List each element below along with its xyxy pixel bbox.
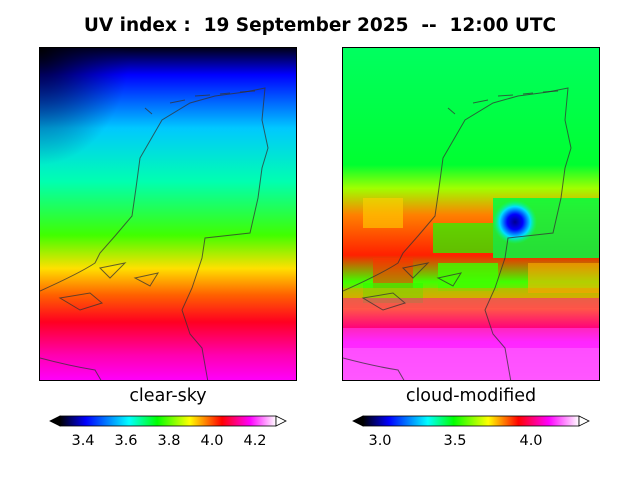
colorbar-right-tick: 3.0 bbox=[368, 433, 392, 449]
coastline-left bbox=[40, 87, 269, 380]
clear-sky-map bbox=[39, 47, 297, 381]
uv-minimum-spot bbox=[493, 200, 537, 244]
colorbar-left-tick: 3.4 bbox=[71, 433, 95, 449]
colorbar-left-tick: 4.0 bbox=[200, 433, 224, 449]
cloud-modified-map bbox=[342, 47, 600, 381]
colorbar-left-tick: 4.2 bbox=[243, 433, 267, 449]
map-title: UV index : 19 September 2025 -- 12:00 UT… bbox=[83, 15, 557, 36]
clear-sky-field bbox=[40, 48, 296, 380]
colorbar-right-tick: 4.0 bbox=[519, 433, 543, 449]
cloud-modified-colorbar bbox=[352, 415, 590, 427]
cloud-modified-label: cloud-modified bbox=[405, 386, 537, 406]
colorbar-right-tick: 3.5 bbox=[443, 433, 467, 449]
cloud-modified-field bbox=[343, 48, 599, 380]
coastline-right bbox=[343, 87, 572, 380]
cloud-patches bbox=[343, 198, 599, 380]
clear-sky-label: clear-sky bbox=[129, 386, 207, 406]
colorbar-left-tick: 3.6 bbox=[114, 433, 138, 449]
clear-sky-colorbar bbox=[49, 415, 287, 427]
colorbar-left-tick: 3.8 bbox=[157, 433, 181, 449]
